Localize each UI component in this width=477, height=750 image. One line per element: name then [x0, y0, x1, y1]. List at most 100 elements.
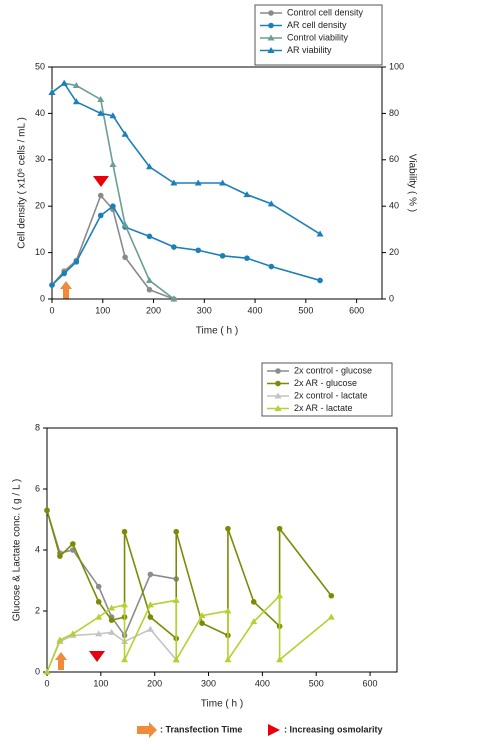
y2-tick-label: 20: [389, 247, 399, 257]
legend-box: [261, 362, 393, 417]
data-point: [57, 553, 63, 559]
x-tick-label: 500: [309, 678, 324, 688]
legend-label: 2x control - glucose: [294, 365, 372, 375]
data-point: [145, 163, 153, 170]
data-point: [108, 617, 115, 623]
legend-box: [254, 4, 383, 66]
data-point: [147, 614, 154, 620]
legend-label: Control viability: [287, 32, 349, 42]
data-point: [146, 601, 154, 608]
data-point: [109, 112, 117, 119]
data-point: [43, 668, 51, 675]
data-point: [72, 98, 80, 105]
data-point: [97, 109, 105, 116]
legend-triangle-icon: [268, 724, 280, 736]
legend-label: 2x AR - lactate: [294, 403, 353, 413]
data-point: [97, 212, 104, 219]
data-point: [219, 179, 227, 186]
x-tick-label: 0: [49, 305, 54, 315]
data-point: [109, 160, 117, 167]
legend-marker: [274, 405, 282, 411]
footer-legend-text: : Increasing osmolarity: [284, 724, 383, 734]
legend-label: AR viability: [287, 45, 332, 55]
x-tick-label: 600: [363, 678, 378, 688]
data-point: [121, 601, 129, 608]
data-point: [170, 179, 178, 186]
data-point: [328, 592, 335, 599]
osmolarity-marker: [93, 176, 109, 187]
data-point: [97, 192, 104, 199]
y-tick-label: 10: [35, 247, 45, 257]
x-tick-label: 300: [201, 678, 216, 688]
data-point: [172, 596, 180, 603]
x-tick-label: 0: [44, 678, 49, 688]
x-tick-label: 100: [93, 678, 108, 688]
legend-marker: [268, 10, 274, 16]
legend-label: 2x AR - glucose: [294, 378, 357, 388]
data-point: [194, 179, 202, 186]
x-tick-label: 100: [95, 305, 110, 315]
data-point: [268, 263, 275, 270]
data-point: [60, 79, 68, 86]
data-point: [195, 247, 202, 254]
data-point: [173, 528, 180, 535]
y-tick-label: 6: [35, 483, 40, 493]
legend-marker: [268, 22, 274, 29]
data-point: [171, 244, 177, 250]
x-tick-label: 600: [349, 305, 364, 315]
y-tick-label: 0: [35, 666, 40, 676]
data-point: [121, 221, 129, 228]
data-point: [276, 525, 283, 532]
plot-frame: [51, 66, 383, 300]
data-point: [146, 233, 153, 240]
data-point: [121, 656, 129, 663]
y-tick-label: 8: [35, 422, 40, 432]
data-point: [95, 613, 103, 620]
x-tick-label: 300: [197, 305, 212, 315]
data-point: [316, 230, 324, 237]
legend-arrow-icon: [137, 722, 157, 738]
y-axis-label: Glucose & Lactate conc. ( g / L ): [12, 479, 23, 621]
legend-marker: [275, 368, 281, 374]
legend-label: AR cell density: [287, 20, 347, 30]
data-point: [317, 277, 323, 284]
data-point: [276, 592, 284, 599]
data-point: [146, 625, 154, 632]
data-point: [250, 599, 257, 605]
y2-tick-label: 60: [389, 154, 399, 164]
y-tick-label: 30: [35, 154, 45, 164]
data-point: [95, 583, 102, 590]
data-point: [244, 255, 250, 261]
y2-axis-label: Viability ( % ): [406, 154, 417, 212]
x-tick-label: 200: [146, 305, 161, 315]
transfection-arrow: [55, 652, 67, 670]
y2-tick-label: 0: [389, 293, 394, 303]
data-point: [121, 130, 129, 137]
x-tick-label: 500: [298, 305, 313, 315]
data-point: [250, 618, 258, 625]
data-point: [95, 630, 103, 637]
data-point: [224, 607, 232, 614]
y-tick-label: 20: [35, 201, 45, 211]
y2-tick-label: 40: [389, 201, 399, 211]
series-line: [46, 628, 177, 673]
data-point: [49, 282, 55, 288]
y-tick-label: 2: [35, 605, 40, 615]
data-point: [110, 203, 116, 209]
y-tick-label: 40: [35, 108, 45, 118]
data-point: [108, 604, 116, 611]
data-point: [170, 295, 178, 302]
transfection-arrow: [60, 281, 72, 299]
x-tick-label: 200: [147, 678, 162, 688]
y2-tick-label: 100: [389, 61, 404, 71]
data-point: [56, 636, 64, 643]
footer-legend-text: : Transfection Time: [160, 724, 242, 734]
legend-marker: [267, 47, 275, 53]
legend-marker: [274, 392, 282, 399]
data-point: [95, 599, 102, 605]
legend-label: 2x control - lactate: [294, 390, 368, 400]
y-tick-label: 50: [35, 61, 45, 71]
data-point: [219, 253, 226, 259]
data-point: [327, 613, 335, 620]
